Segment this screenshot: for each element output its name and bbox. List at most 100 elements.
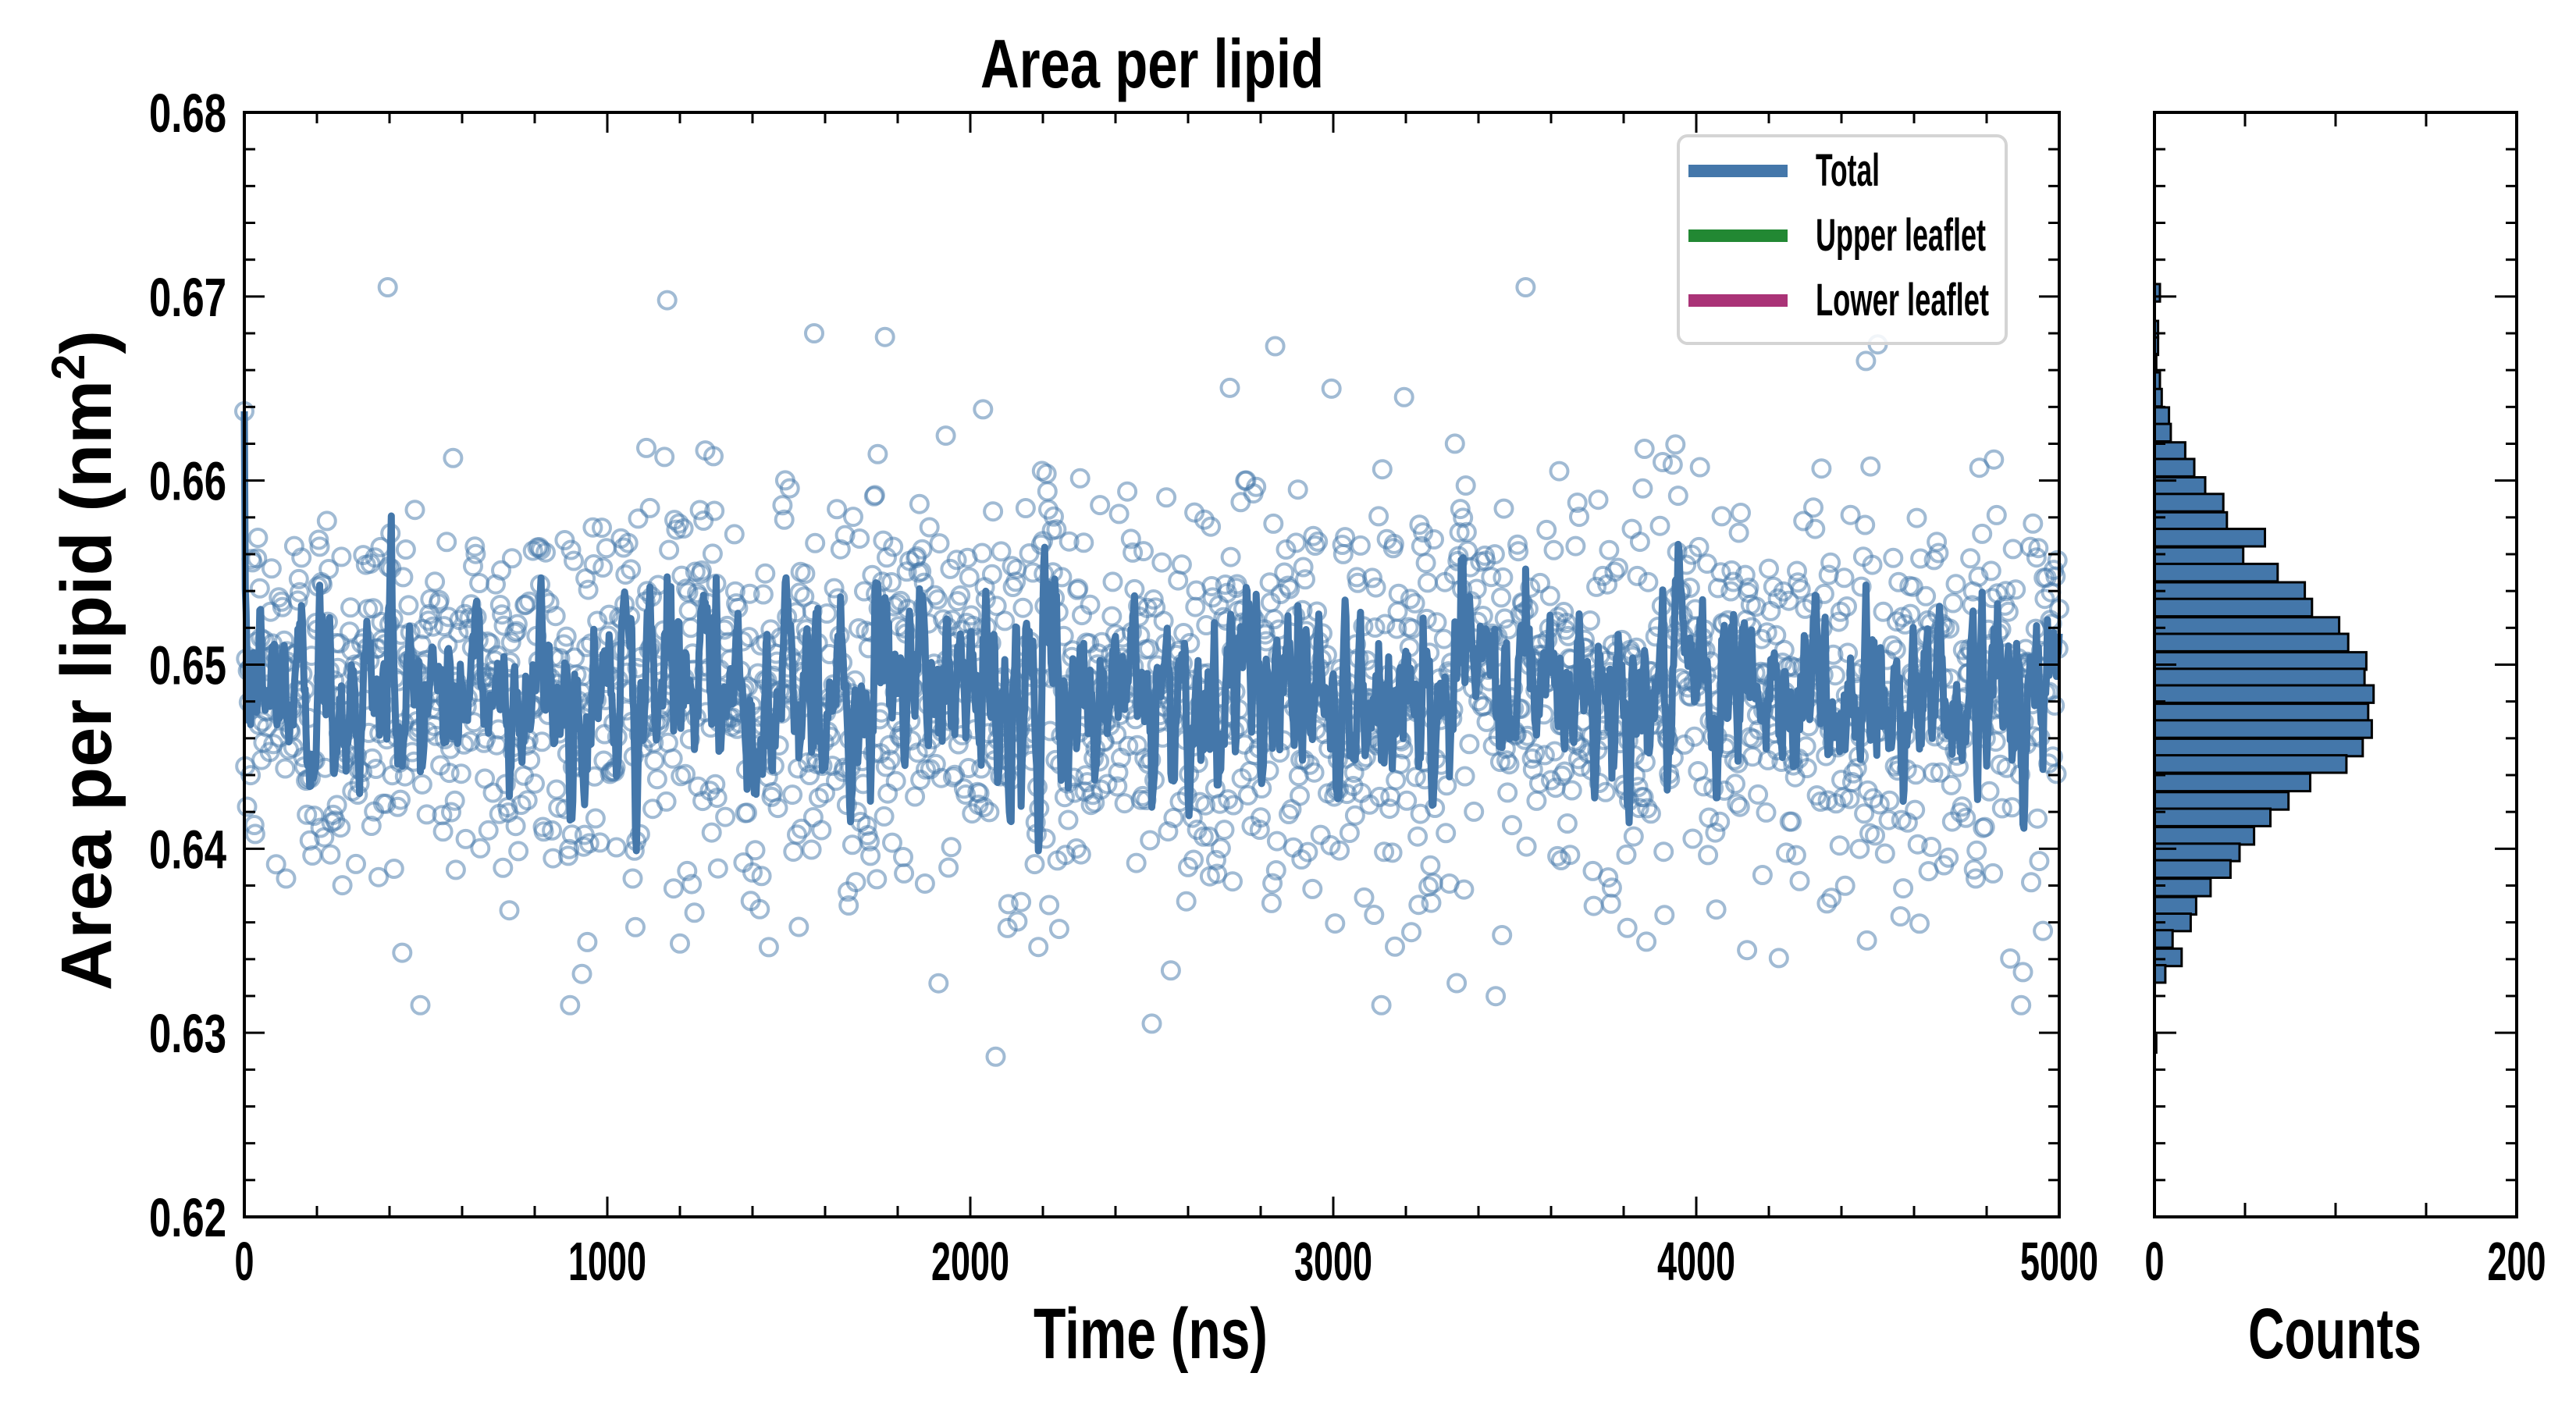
scatter-point [340, 597, 361, 618]
scatter-point [1176, 891, 1197, 912]
scatter-point [1536, 519, 1557, 540]
scatter-point [500, 631, 521, 653]
y-tick-label: 0.64 [149, 819, 226, 880]
scatter-point [693, 510, 714, 531]
scatter-point [1608, 557, 1628, 578]
scatter-point [1118, 735, 1139, 756]
scatter-point [613, 537, 634, 558]
y-axis-label-main: Area per lipid (nm [47, 380, 126, 991]
scatter-point [1005, 571, 1026, 592]
scatter-point [973, 399, 994, 420]
scatter-point [1492, 925, 1513, 945]
scatter-point [589, 832, 610, 853]
scatter-point [745, 840, 766, 861]
scatter-point [533, 821, 554, 842]
histogram-bar [2153, 510, 2229, 532]
scatter-point [1151, 552, 1172, 573]
scatter-point [1383, 533, 1404, 554]
scatter-point [843, 507, 863, 528]
scatter-point [1960, 548, 1981, 569]
histogram-bar [2153, 842, 2241, 863]
scatter-point [928, 973, 949, 994]
scatter-point [443, 447, 464, 468]
scatter-point [392, 942, 413, 963]
scatter-point [894, 863, 915, 884]
scatter-point [1207, 863, 1228, 884]
scatter-point [827, 499, 848, 520]
scatter-point [393, 567, 414, 588]
scatter-point [724, 524, 745, 545]
scatter-point [577, 931, 598, 952]
scatter-point [1379, 799, 1400, 820]
scatter-point [320, 844, 341, 865]
histogram-bar [2153, 616, 2341, 636]
scatter-point [1879, 790, 1900, 811]
scatter-point [1364, 617, 1386, 638]
scatter-point [546, 779, 567, 800]
histogram-bar [2153, 441, 2186, 461]
scatter-point [1484, 544, 1505, 565]
scatter-point [1286, 532, 1307, 553]
histogram-bar [2153, 632, 2350, 653]
scatter-point [1070, 844, 1091, 865]
scatter-point [691, 560, 712, 581]
y-tick-label: 0.65 [149, 635, 226, 696]
scatter-point [416, 804, 437, 825]
scatter-point [1059, 531, 1080, 552]
x-tick-label: 2000 [931, 1231, 1009, 1292]
scatter-point [1222, 871, 1243, 892]
scatter-point [291, 547, 312, 568]
scatter-point [1372, 459, 1393, 480]
scatter-point [1054, 787, 1075, 808]
scatter-point [1943, 592, 1963, 614]
scatter-point [1464, 801, 1485, 822]
legend-label-total: Total [1816, 145, 1880, 196]
scatter-point [1565, 535, 1586, 557]
scatter-point [1493, 498, 1514, 519]
scatter-point [862, 564, 883, 585]
scatter-point [1069, 468, 1091, 489]
scatter-point [1856, 350, 1877, 372]
scatter-point [1945, 574, 1966, 595]
scatter-point [1446, 973, 1468, 994]
scatter-point [704, 500, 725, 521]
scatter-point [1251, 807, 1271, 828]
legend-label-upper-leaflet: Upper leaflet [1816, 210, 1986, 261]
scatter-point [1335, 527, 1356, 548]
scatter-point [276, 868, 297, 889]
scatter-point [470, 838, 491, 859]
scatter-point [2029, 851, 2050, 872]
scatter-point [617, 532, 639, 553]
x-tick-label: 4000 [1657, 1231, 1735, 1292]
scatter-point [1276, 539, 1297, 560]
scatter-point [1544, 741, 1565, 762]
scatter-point [1055, 845, 1076, 866]
scatter-point [1454, 766, 1475, 787]
scatter-point [1400, 589, 1421, 610]
scatter-point [838, 895, 859, 916]
scatter-point [535, 542, 556, 563]
scatter-point [749, 898, 770, 919]
scatter-point [1037, 481, 1058, 502]
scatter-point [849, 528, 870, 549]
scatter-point [240, 765, 262, 786]
scatter-point [1090, 495, 1111, 516]
histogram-bar [2153, 826, 2256, 846]
scatter-point [2033, 920, 2054, 941]
scatter-point [441, 802, 461, 823]
scatter-point [1496, 750, 1517, 771]
histogram-bar [2153, 772, 2311, 793]
scatter-point [1156, 487, 1177, 508]
scatter-point [1986, 504, 2007, 525]
scatter-point [1386, 770, 1407, 791]
scatter-point [1210, 838, 1231, 859]
scatter-point [1510, 699, 1532, 720]
scatter-point [707, 858, 728, 879]
scatter-point [1295, 569, 1315, 590]
scatter-point [1459, 734, 1480, 755]
scatter-point [1784, 767, 1806, 788]
scatter-point [1617, 917, 1638, 938]
scatter-point [1706, 899, 1727, 920]
scatter-point [772, 495, 793, 516]
scatter-point [791, 818, 812, 839]
